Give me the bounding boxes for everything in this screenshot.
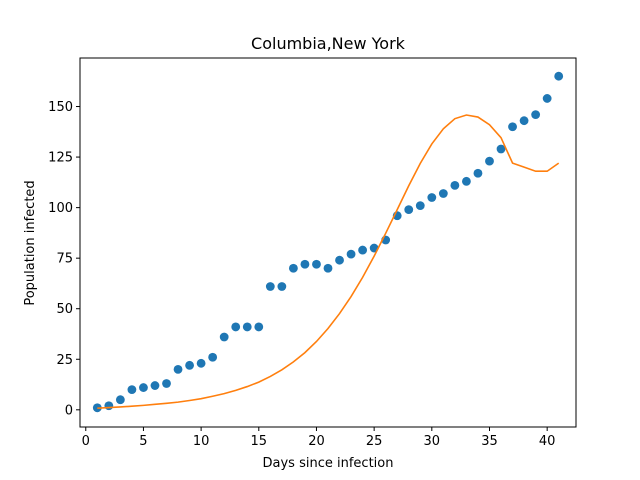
data-point — [531, 110, 541, 120]
y-tick-label: 100 — [48, 201, 73, 216]
data-point — [185, 360, 194, 370]
plot-layer — [92, 71, 564, 413]
data-point — [335, 255, 344, 265]
chart-title: Columbia,New York — [251, 34, 406, 53]
data-point — [554, 71, 564, 81]
data-point — [508, 122, 517, 132]
data-point — [496, 144, 506, 154]
data-point — [115, 395, 125, 405]
axes-frame — [79, 57, 577, 428]
data-point — [404, 205, 414, 215]
data-point — [542, 94, 552, 103]
data-point — [312, 259, 321, 269]
x-tick-label: 0 — [82, 434, 90, 449]
fit-line — [97, 114, 560, 409]
data-point — [219, 332, 229, 342]
x-tick-label: 15 — [251, 434, 268, 449]
data-point — [415, 201, 425, 211]
data-point — [104, 401, 114, 411]
data-point — [346, 249, 356, 259]
axes-layer: 0 5 10 15 20 25 30 35 40 0 25 50 75 100 125 150 — [48, 57, 577, 449]
y-tick-label: 25 — [56, 353, 73, 368]
data-point — [450, 180, 460, 190]
y-axis-label: Population infected — [23, 180, 38, 305]
y-tick-label: 150 — [48, 100, 73, 115]
x-tick-label: 40 — [539, 434, 556, 449]
data-point — [127, 385, 137, 394]
data-point — [277, 282, 287, 291]
data-point — [173, 364, 183, 374]
data-point — [162, 379, 171, 388]
x-tick-label: 25 — [366, 434, 383, 449]
data-point — [438, 189, 448, 198]
x-tick-label: 5 — [139, 434, 147, 449]
y-tick-label: 75 — [56, 252, 73, 267]
y-tick-label: 125 — [48, 151, 73, 166]
data-point — [323, 263, 333, 273]
data-point — [231, 322, 241, 332]
data-point — [300, 259, 310, 269]
data-point — [462, 176, 471, 186]
data-point — [519, 116, 529, 126]
x-tick-label: 20 — [308, 434, 325, 449]
data-point — [358, 245, 368, 255]
data-point — [208, 352, 218, 362]
x-tick-label: 10 — [193, 434, 210, 449]
x-tick-label: 35 — [481, 434, 498, 449]
x-axis-label: Days since infection — [263, 456, 394, 471]
data-point — [242, 322, 252, 332]
data-point — [196, 358, 206, 368]
x-tick-label: 30 — [424, 434, 441, 449]
data-point — [254, 322, 264, 332]
data-point — [473, 168, 483, 178]
y-tick-label: 50 — [56, 302, 73, 317]
data-point — [288, 263, 298, 273]
data-point — [139, 383, 148, 392]
data-point — [427, 193, 437, 202]
data-point — [150, 381, 160, 390]
data-point — [485, 156, 494, 166]
data-point — [265, 282, 275, 291]
y-tick-label: 0 — [65, 403, 73, 418]
